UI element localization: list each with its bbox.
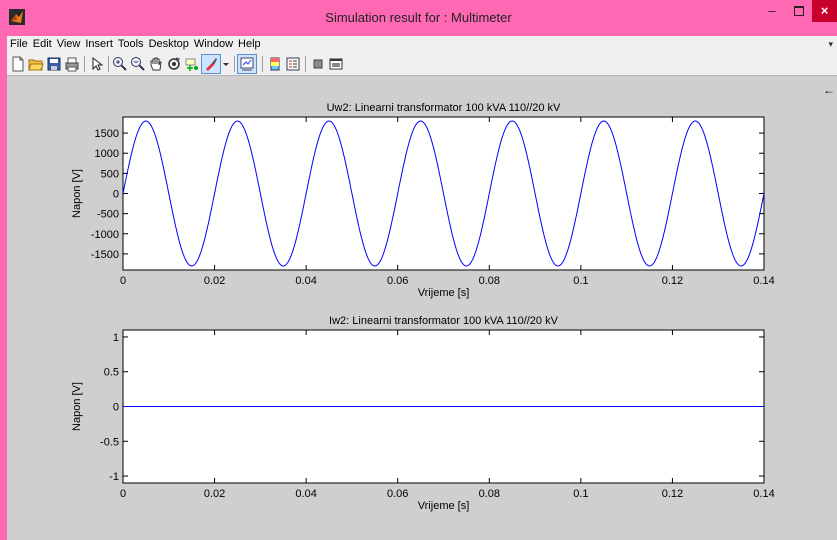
open-file-icon[interactable] xyxy=(28,56,44,72)
x-tick-label: 0.02 xyxy=(204,488,225,500)
toolbar-separator xyxy=(84,56,85,72)
toolbar-separator xyxy=(305,56,306,72)
pan-icon[interactable] xyxy=(148,56,164,72)
y-tick-label: 1500 xyxy=(95,128,119,140)
maximize-icon xyxy=(794,6,804,16)
menu-tools[interactable]: Tools xyxy=(117,38,144,50)
link-plot-toggle[interactable] xyxy=(237,54,257,74)
save-icon[interactable] xyxy=(46,56,62,72)
menu-view[interactable]: View xyxy=(56,38,81,50)
y-tick-label: -0.5 xyxy=(100,436,119,448)
y-axis-label: Napon [V] xyxy=(71,382,83,431)
title-bar[interactable]: Simulation result for : Multimeter – × xyxy=(0,0,837,36)
x-tick-label: 0.02 xyxy=(204,275,225,287)
y-tick-label: 0 xyxy=(113,402,119,414)
close-button[interactable]: × xyxy=(812,0,837,22)
x-tick-label: 0.04 xyxy=(295,275,316,287)
y-tick-label: 0.5 xyxy=(104,367,119,379)
x-tick-label: 0 xyxy=(120,488,126,500)
x-tick-label: 0.14 xyxy=(753,488,774,500)
x-tick-label: 0.12 xyxy=(662,275,683,287)
figure-toolbar xyxy=(7,53,837,76)
toolbar-separator xyxy=(262,56,263,72)
zoom-out-icon[interactable] xyxy=(130,56,146,72)
data-cursor-icon[interactable] xyxy=(184,56,200,72)
brush-icon xyxy=(206,58,217,71)
print-icon[interactable] xyxy=(64,56,80,72)
toolbar-separator xyxy=(108,56,109,72)
new-figure-icon[interactable] xyxy=(10,56,26,72)
x-tick-label: 0.12 xyxy=(662,488,683,500)
x-tick-label: 0.06 xyxy=(387,488,408,500)
menu-file[interactable]: File xyxy=(10,38,28,50)
minimize-icon: – xyxy=(768,3,776,18)
x-tick-label: 0.04 xyxy=(295,488,316,500)
y-tick-label: 1 xyxy=(113,332,119,344)
y-tick-label: 0 xyxy=(113,189,119,201)
menubar-overflow-icon[interactable]: ▾ xyxy=(828,39,833,49)
brush-dropdown-icon[interactable] xyxy=(222,56,230,72)
y-tick-label: -500 xyxy=(97,209,119,221)
close-icon: × xyxy=(820,3,829,18)
y-tick-label: 1000 xyxy=(95,148,119,160)
axes-current[interactable]: Iw2: Linearni transformator 100 kVA 110/… xyxy=(71,315,775,512)
minimize-button[interactable]: – xyxy=(758,0,786,22)
y-tick-label: -1000 xyxy=(91,229,119,241)
x-tick-label: 0 xyxy=(120,275,126,287)
toolbar-separator xyxy=(234,56,235,72)
axes-title: Iw2: Linearni transformator 100 kVA 110/… xyxy=(329,315,559,327)
x-tick-label: 0.08 xyxy=(479,275,500,287)
link-plot-icon xyxy=(240,57,254,71)
menu-window[interactable]: Window xyxy=(193,38,234,50)
menu-desktop[interactable]: Desktop xyxy=(148,38,189,50)
hide-plot-tools-icon[interactable] xyxy=(310,56,326,72)
y-tick-label: 500 xyxy=(101,168,119,180)
axes-voltage[interactable]: Uw2: Linearni transformator 100 kVA 110/… xyxy=(71,102,775,299)
menu-insert[interactable]: Insert xyxy=(85,38,113,50)
menu-edit[interactable]: Edit xyxy=(32,38,52,50)
y-axis-label: Napon [V] xyxy=(71,169,83,218)
zoom-in-icon[interactable] xyxy=(112,56,128,72)
menu-bar: File Edit View Insert Tools Desktop Window Help… xyxy=(7,36,837,53)
axes-title: Uw2: Linearni transformator 100 kVA 110/… xyxy=(327,102,561,114)
show-plot-tools-icon[interactable] xyxy=(328,56,344,72)
undock-arrow-icon[interactable]: ← xyxy=(823,83,835,97)
plot-canvas: Uw2: Linearni transformator 100 kVA 110/… xyxy=(71,102,775,512)
series-line xyxy=(122,120,765,267)
window-title: Simulation result for : Multimeter xyxy=(325,10,512,25)
colorbar-icon[interactable] xyxy=(267,56,283,72)
figure-client-area: File Edit View Insert Tools Desktop Window Help… xyxy=(7,36,837,540)
edit-plot-icon[interactable] xyxy=(89,56,105,72)
x-axis-label: Vrijeme [s] xyxy=(418,287,470,299)
rotate-3d-icon[interactable] xyxy=(166,56,182,72)
maximize-button[interactable] xyxy=(786,0,812,22)
y-tick-label: -1 xyxy=(109,471,119,483)
x-tick-label: 0.06 xyxy=(387,275,408,287)
legend-icon[interactable] xyxy=(285,56,301,72)
x-tick-label: 0.1 xyxy=(573,488,588,500)
x-tick-label: 0.14 xyxy=(753,275,774,287)
matlab-logo-icon xyxy=(9,9,25,25)
brush-toggle[interactable] xyxy=(201,54,221,74)
x-tick-label: 0.1 xyxy=(573,275,588,287)
menu-help[interactable]: Help xyxy=(238,38,261,50)
x-axis-label: Vrijeme [s] xyxy=(418,500,470,512)
x-tick-label: 0.08 xyxy=(479,488,500,500)
y-tick-label: -1500 xyxy=(91,249,119,261)
